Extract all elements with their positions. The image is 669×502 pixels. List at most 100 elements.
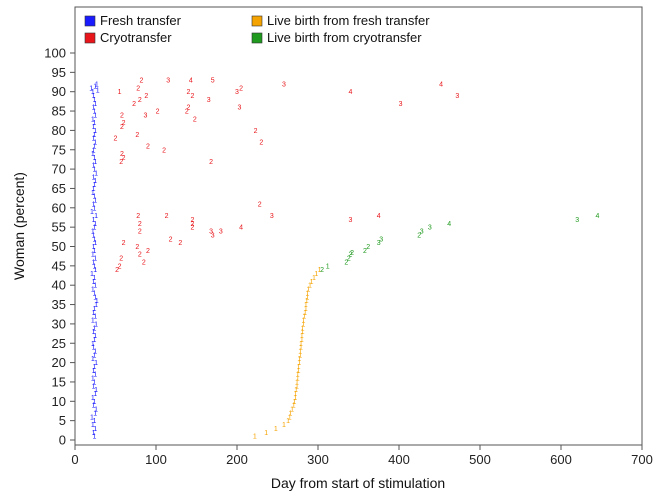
y-tick-label: 90 [52,84,66,99]
point-cryotransfer: 2 [186,89,190,96]
legend-label-live-birth-fresh: Live birth from fresh transfer [267,13,430,28]
point-cryotransfer: 2 [119,159,123,166]
point-cryotransfer: 2 [146,248,150,255]
legend-swatch-live-birth-cryo [251,32,263,44]
y-tick-label: 15 [52,374,66,389]
point-cryotransfer: 2 [118,263,122,270]
point-cryotransfer: 3 [209,229,213,236]
point-live-birth-from-fresh-transfer: 1 [297,356,301,363]
point-cryotransfer: 3 [455,93,459,100]
x-axis-title: Day from start of stimulation [271,475,445,491]
point-live-birth-from-fresh-transfer: 1 [253,434,257,441]
legend-swatch-cryotransfer [84,32,96,44]
point-fresh-transfer: 1 [92,310,96,317]
point-cryotransfer: 3 [270,213,274,220]
legend: Fresh transfer Cryotransfer Live birth f… [84,13,430,45]
legend-label-fresh-transfer: Fresh transfer [100,13,182,28]
point-fresh-transfer: 1 [91,318,95,325]
point-cryotransfer: 2 [120,124,124,131]
point-cryotransfer: 2 [169,236,173,243]
point-fresh-transfer: 1 [91,356,95,363]
point-fresh-transfer: 1 [92,132,96,139]
point-fresh-transfer: 1 [92,403,96,410]
legend-label-cryotransfer: Cryotransfer [100,30,172,45]
point-live-birth-from-cryotransfer: 3 [379,236,383,243]
point-cryotransfer: 2 [185,109,189,116]
point-cryotransfer: 2 [239,85,243,92]
point-fresh-transfer: 1 [92,174,96,181]
point-live-birth-from-fresh-transfer: 1 [286,418,290,425]
point-cryotransfer: 3 [237,105,241,112]
y-tick-label: 95 [52,65,66,80]
x-tick-label: 600 [550,452,572,467]
point-fresh-transfer: 1 [92,205,96,212]
point-live-birth-from-cryotransfer: 2 [347,256,351,263]
point-cryotransfer: 2 [259,140,263,147]
point-fresh-transfer: 1 [90,414,94,421]
x-tick-label: 700 [631,452,653,467]
x-tick-label: 0 [71,452,78,467]
point-live-birth-from-fresh-transfer: 1 [303,310,307,317]
y-tick-label: 45 [52,258,66,273]
point-cryotransfer: 2 [120,151,124,158]
point-fresh-transfer: 1 [93,140,97,147]
point-live-birth-from-fresh-transfer: 1 [297,368,301,375]
point-live-birth-from-fresh-transfer: 1 [305,298,309,305]
point-fresh-transfer: 1 [92,368,96,375]
point-live-birth-from-fresh-transfer: 1 [294,387,298,394]
point-cryotransfer: 3 [219,229,223,236]
y-tick-label: 70 [52,162,66,177]
point-fresh-transfer: 1 [92,337,96,344]
point-cryotransfer: 2 [190,217,194,224]
point-fresh-transfer: 1 [92,329,96,336]
point-cryotransfer: 4 [348,89,352,96]
point-fresh-transfer: 1 [93,256,97,263]
point-cryotransfer: 4 [189,78,193,85]
point-live-birth-from-fresh-transfer: 1 [301,329,305,336]
point-fresh-transfer: 1 [94,170,98,177]
point-cryotransfer: 2 [115,267,119,274]
point-fresh-transfer: 1 [93,101,97,108]
point-cryotransfer: 2 [186,105,190,112]
point-fresh-transfer: 1 [93,178,97,185]
point-cryotransfer: 2 [138,252,142,259]
point-cryotransfer: 2 [136,213,140,220]
point-live-birth-from-cryotransfer: 2 [348,252,352,259]
y-tick-label: 60 [52,200,66,215]
point-cryotransfer: 4 [439,81,443,88]
point-fresh-transfer: 1 [92,136,96,143]
point-cryotransfer: 2 [144,93,148,100]
point-live-birth-from-fresh-transfer: 1 [296,376,300,383]
point-fresh-transfer: 1 [92,290,96,297]
y-tick-label: 20 [52,355,66,370]
point-live-birth-from-cryotransfer: 2 [320,267,324,274]
point-fresh-transfer: 1 [92,124,96,131]
point-fresh-transfer: 1 [92,399,96,406]
point-cryotransfer: 2 [119,256,123,263]
y-tick-label: 65 [52,181,66,196]
point-fresh-transfer: 1 [92,163,96,170]
point-live-birth-from-cryotransfer: 4 [447,221,451,228]
point-cryotransfer: 2 [138,229,142,236]
point-fresh-transfer: 1 [93,391,97,398]
point-live-birth-from-fresh-transfer: 1 [299,345,303,352]
point-cryotransfer: 2 [122,240,126,247]
point-fresh-transfer: 1 [92,434,96,441]
legend-swatch-fresh-transfer [84,15,96,27]
y-tick-label: 75 [52,142,66,157]
point-fresh-transfer: 1 [92,225,96,232]
point-fresh-transfer: 1 [91,89,95,96]
point-live-birth-from-fresh-transfer: 1 [300,337,304,344]
point-fresh-transfer: 1 [93,128,97,135]
point-live-birth-from-cryotransfer: 2 [344,259,348,266]
point-fresh-transfer: 1 [92,325,96,332]
point-cryotransfer: 2 [190,93,194,100]
data-points: 1111111111111111111111111111111111111111… [89,78,599,441]
point-fresh-transfer: 1 [94,213,98,220]
point-live-birth-from-fresh-transfer: 1 [298,352,302,359]
point-fresh-transfer: 1 [92,97,96,104]
y-tick-label: 35 [52,297,66,312]
point-cryotransfer: 3 [144,112,148,119]
plot-frame [74,6,643,446]
